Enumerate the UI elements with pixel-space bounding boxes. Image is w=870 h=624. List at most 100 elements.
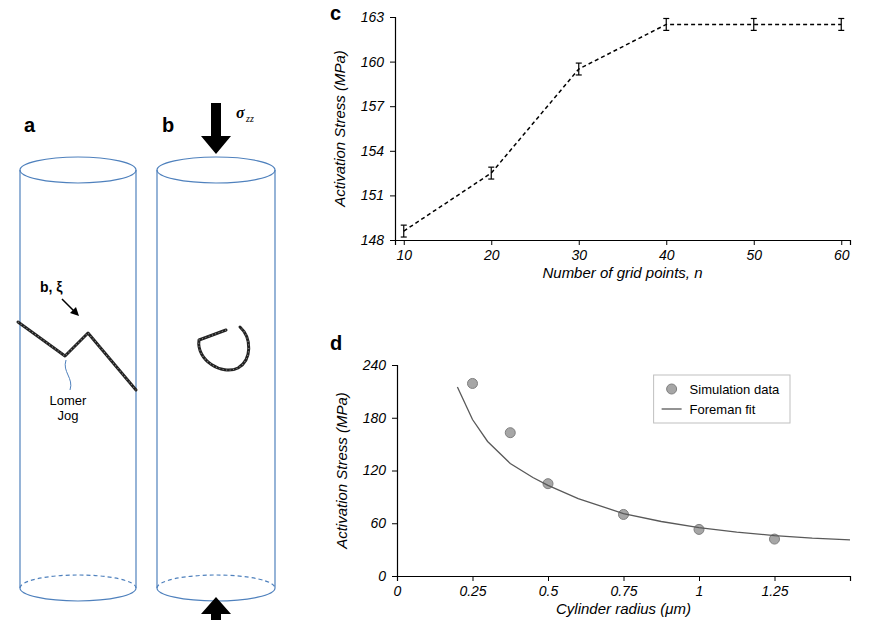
x-tick-mark (624, 576, 625, 581)
cylinder-bottom-front (20, 588, 136, 601)
y-tick: 160 (361, 54, 395, 70)
dislocation-loop-beads (199, 327, 249, 370)
y-tick-label: 180 (363, 410, 387, 426)
error-bar-stem (841, 18, 842, 30)
x-tick-label: 1.25 (761, 583, 788, 599)
y-tick-mark (392, 471, 397, 472)
error-bar-cap (576, 62, 582, 63)
y-tick-mark (392, 576, 397, 577)
burgers-arrowhead (70, 307, 79, 316)
error-bar-cap (576, 74, 582, 75)
x-tick: 30 (571, 240, 587, 263)
y-axis-title: Activation Stress (MPa) (333, 392, 350, 550)
cylinder-side (135, 170, 136, 588)
legend-label: Simulation data (690, 382, 780, 397)
stress-label: σ (236, 104, 245, 121)
y-tick-label: 240 (362, 357, 387, 373)
cylinder-top (20, 157, 136, 183)
x-tick-label: 50 (746, 247, 762, 263)
error-bar-cap (401, 225, 407, 226)
x-tick: 0.5 (539, 576, 559, 599)
plot-area (401, 18, 845, 237)
x-tick-mark (754, 240, 755, 245)
error-bar (488, 167, 494, 179)
dislocation-loop (199, 327, 249, 370)
data-point (468, 378, 478, 388)
x-tick: 0.75 (610, 576, 637, 599)
x-tick: 60 (834, 240, 850, 263)
error-bar-stem (403, 225, 404, 237)
error-bar-stem (753, 18, 754, 30)
jog-leader (65, 360, 71, 390)
error-bar (751, 18, 757, 30)
x-tick-label: 0.75 (610, 583, 637, 599)
y-tick-mark (392, 365, 397, 366)
legend: Simulation dataForeman fit (654, 375, 790, 423)
y-axis-title: Activation Stress (MPa) (331, 50, 348, 208)
error-bar-cap (838, 18, 844, 19)
y-axis: 148151154157160163 (361, 9, 396, 248)
figure: ab, ξLomerJogbσzz10203040506014815115415… (0, 0, 870, 624)
cylinder-bottom-back (20, 575, 136, 588)
x-axis-line (398, 577, 851, 582)
cylinder-bottom-back (157, 575, 275, 588)
y-tick-label: 163 (361, 9, 385, 25)
error-bar-cap (488, 178, 494, 179)
x-tick-label: 30 (571, 247, 587, 263)
x-tick: 1.25 (761, 576, 788, 599)
error-bar-cap (663, 30, 669, 31)
x-tick: 1 (696, 576, 704, 599)
error-bar (838, 18, 844, 30)
x-axis-title: Number of grid points, n (542, 264, 702, 281)
y-tick: 0 (378, 568, 397, 584)
y-tick: 163 (361, 9, 395, 25)
y-tick-mark (392, 418, 397, 419)
chart-c: 102030405060148151154157160163Number of … (330, 2, 851, 281)
y-tick-label: 0 (378, 568, 386, 584)
y-axis: 0 60 120 180 240 (362, 357, 398, 584)
y-tick-label: 151 (361, 187, 384, 203)
y-tick-label: 154 (361, 143, 385, 159)
y-tick: 180 (363, 410, 397, 426)
stress-subscript: zz (245, 113, 254, 124)
x-axis-line (396, 241, 851, 246)
error-bar-cap (401, 236, 407, 237)
error-bar (576, 63, 582, 75)
y-tick-mark (390, 106, 395, 107)
x-tick-label: 40 (659, 247, 675, 263)
x-tick-mark (579, 240, 580, 245)
panel-letter: a (24, 114, 36, 136)
y-tick-mark (390, 151, 395, 152)
legend-swatch (662, 408, 682, 409)
x-axis-title: Cylinder radius (μm) (556, 600, 691, 617)
jog-label: LomerJog (50, 393, 88, 423)
x-tick-mark (548, 576, 549, 581)
x-tick-label: 1 (696, 583, 704, 599)
y-tick-label: 120 (363, 462, 387, 478)
error-bar-cap (751, 30, 757, 31)
load-arrow-top (201, 103, 231, 154)
error-bar (663, 18, 669, 30)
legend-swatch (667, 384, 677, 394)
y-tick: 157 (361, 98, 395, 114)
x-tick-mark (404, 240, 405, 245)
dislocation-line (18, 322, 136, 390)
x-axis: 00.250.50.7511.25 (394, 576, 851, 599)
error-bar-stem (666, 18, 667, 30)
x-tick-mark (491, 240, 492, 245)
error-bar-cap (838, 30, 844, 31)
x-tick-mark (841, 240, 842, 245)
y-tick: 120 (363, 462, 397, 478)
panel-letter: c (330, 2, 341, 24)
y-tick: 151 (361, 187, 395, 203)
x-tick-label: 10 (396, 247, 412, 263)
panel-b: b σzz (157, 103, 275, 620)
y-tick: 60 (370, 515, 397, 531)
panel-letter: b (162, 114, 174, 136)
series-line (404, 24, 842, 231)
x-tick-mark (699, 576, 700, 581)
data-point (505, 428, 515, 438)
y-tick-mark (390, 240, 395, 241)
y-tick: 154 (361, 143, 395, 159)
x-tick: 0.25 (459, 576, 486, 599)
